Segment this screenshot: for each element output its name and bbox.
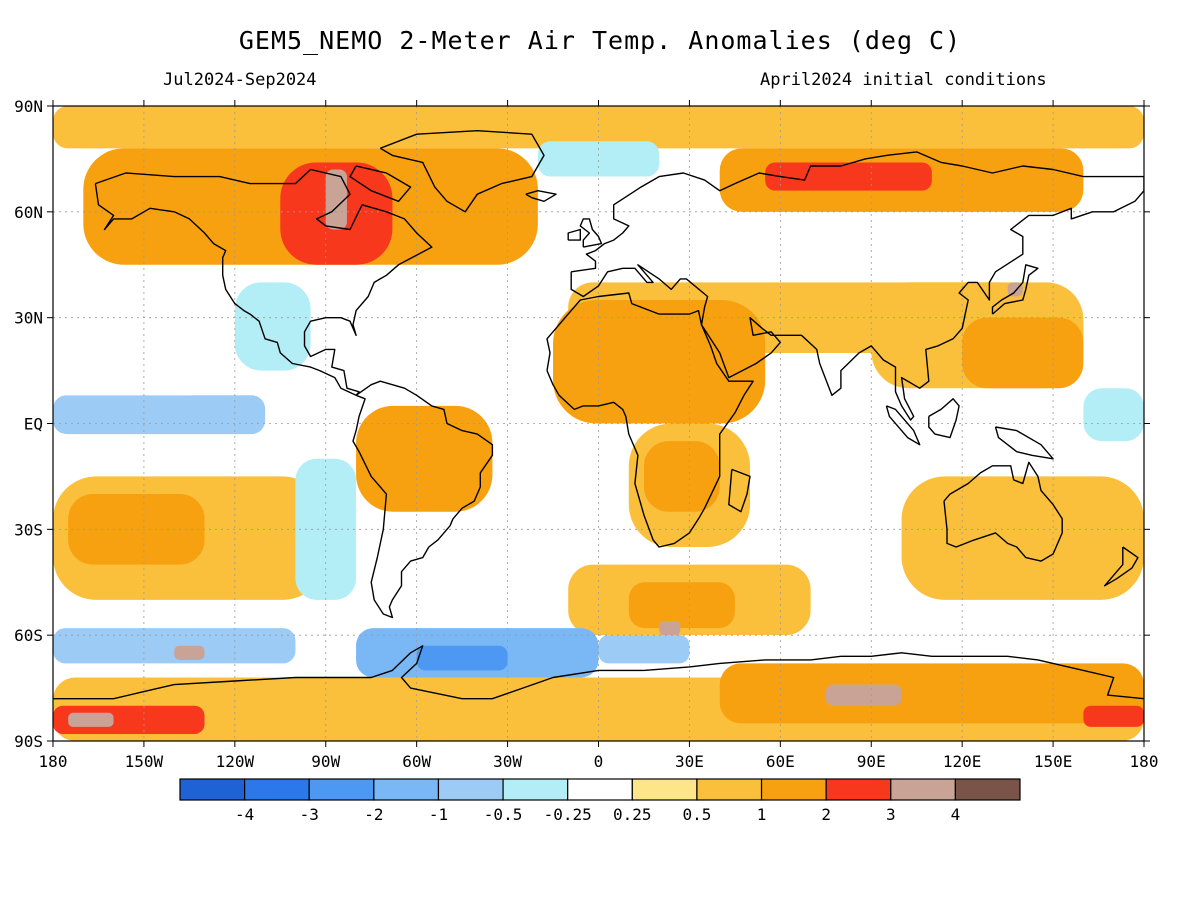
- anomaly-region: [53, 395, 266, 435]
- anomaly-region: [234, 282, 311, 371]
- colorbar-label: -4: [235, 805, 254, 824]
- anomaly-region: [1083, 388, 1144, 442]
- anomaly-region: [719, 663, 1144, 724]
- anomaly-region: [68, 494, 205, 565]
- anomaly-region: [1083, 705, 1144, 727]
- colorbar-swatch: [437, 778, 504, 801]
- coastline-borneo: [928, 398, 960, 439]
- lon-tick-label: 60E: [766, 752, 795, 771]
- colorbar-label: -2: [364, 805, 383, 824]
- lon-tick-label: 180: [1130, 752, 1159, 771]
- anomaly-region: [553, 300, 766, 424]
- map-title: GEM5_NEMO 2-Meter Air Temp. Anomalies (d…: [238, 26, 962, 55]
- lon-tick-label: 180: [39, 752, 68, 771]
- lon-tick-label: 150E: [1034, 752, 1073, 771]
- coastline-new-guinea: [994, 426, 1054, 460]
- graticule: [53, 106, 1144, 741]
- coastlines: [53, 130, 1144, 700]
- lat-tick-label: 90N: [14, 97, 43, 116]
- valid-period: Jul2024-Sep2024: [163, 70, 317, 90]
- colorbar-swatch: [954, 778, 1021, 801]
- anomaly-region: [53, 628, 296, 664]
- colorbar-swatch: [308, 778, 375, 801]
- lon-tick-label: 120E: [943, 752, 982, 771]
- lon-tick-label: 30E: [675, 752, 704, 771]
- colorbar-label: 2: [821, 805, 831, 824]
- coastline-baffin-island: [349, 165, 412, 202]
- colorbar-label: -1: [429, 805, 448, 824]
- anomaly-region: [825, 684, 902, 706]
- colorbar-swatch: [760, 778, 827, 801]
- coastline-africa: [546, 292, 754, 548]
- coastline-great-britain: [579, 218, 603, 248]
- anomaly-region: [356, 405, 493, 512]
- colorbar: -4 -3 -2 -1 -0.5 -0.25 0.25 0.5 1 2 3 4: [179, 778, 1021, 824]
- coastline-antarctica: [53, 645, 1144, 700]
- colorbar-swatch: [567, 778, 633, 801]
- lon-tick-label: 150W: [125, 752, 164, 771]
- anomaly-fills: [53, 106, 1144, 741]
- latitude-axis: 90N 60N 30N EQ 30S 60S 90S: [14, 97, 1150, 751]
- lat-tick-label: 30N: [14, 309, 43, 328]
- anomaly-region: [325, 169, 347, 230]
- lat-tick-label: 60S: [14, 626, 43, 645]
- colorbar-label: 0.25: [613, 805, 652, 824]
- coastline-north-america: [94, 168, 433, 396]
- anomaly-region: [643, 441, 720, 512]
- coastline-new-zealand: [1103, 546, 1139, 587]
- anomaly-region: [295, 458, 357, 600]
- colorbar-swatch: [502, 778, 569, 801]
- colorbar-label: 4: [951, 805, 961, 824]
- coastline-greenland: [379, 130, 545, 213]
- lat-tick-label: EQ: [24, 415, 43, 434]
- lon-tick-label: 90E: [857, 752, 886, 771]
- colorbar-label: -0.5: [484, 805, 523, 824]
- colorbar-swatch: [373, 778, 440, 801]
- lon-tick-label: 120W: [216, 752, 255, 771]
- lat-tick-label: 90S: [14, 732, 43, 751]
- coastline-australia: [943, 461, 1063, 562]
- lat-tick-label: 30S: [14, 520, 43, 539]
- lon-tick-label: 90W: [311, 752, 340, 771]
- anomaly-region: [68, 712, 114, 727]
- colorbar-label: 3: [886, 805, 896, 824]
- anomaly-region: [659, 621, 681, 636]
- coastline-sumatra: [885, 405, 921, 446]
- colorbar-label: -3: [300, 805, 319, 824]
- colorbar-swatch: [696, 778, 763, 801]
- coastline-japan: [991, 264, 1039, 315]
- coastline-ireland: [567, 228, 581, 241]
- anomaly-region: [962, 317, 1084, 389]
- coastline-eurasia: [570, 151, 1144, 421]
- colorbar-swatch: [179, 778, 246, 801]
- coastline-south-america: [352, 380, 494, 619]
- lon-tick-label: 0: [594, 752, 604, 771]
- colorbar-swatch: [890, 778, 956, 801]
- colorbar-label: -0.25: [544, 805, 592, 824]
- anomaly-region: [598, 635, 690, 664]
- lat-tick-label: 60N: [14, 203, 43, 222]
- anomaly-region: [628, 582, 735, 629]
- anomaly-region: [174, 645, 205, 660]
- anomaly-region: [537, 141, 660, 177]
- initial-conditions: April2024 initial conditions: [760, 70, 1047, 90]
- colorbar-label: 0.5: [682, 805, 711, 824]
- colorbar-label: 1: [757, 805, 767, 824]
- anomaly-region: [416, 645, 508, 671]
- colorbar-swatch: [244, 778, 310, 801]
- coastline-madagascar: [728, 468, 751, 513]
- anomaly-region: [53, 352, 205, 396]
- colorbar-swatch: [631, 778, 698, 801]
- colorbar-swatch: [825, 778, 892, 801]
- longitude-axis: 180 150W 120W 90W 60W 30W 0 30E 60E 90E 120E 150E 18…: [39, 100, 1159, 771]
- lon-tick-label: 60W: [402, 752, 431, 771]
- lon-tick-label: 30W: [493, 752, 522, 771]
- anomaly-region: [765, 162, 932, 191]
- coastline-iceland: [525, 190, 557, 202]
